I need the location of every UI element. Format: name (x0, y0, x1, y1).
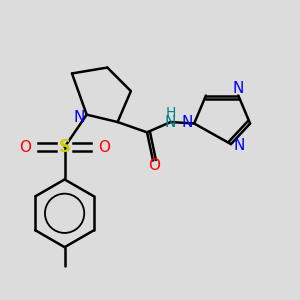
Text: N: N (74, 110, 85, 125)
Text: N: N (233, 138, 245, 153)
Text: O: O (148, 158, 160, 173)
Text: N: N (165, 115, 176, 130)
Text: O: O (98, 140, 110, 154)
Text: H: H (165, 106, 176, 120)
Text: O: O (20, 140, 32, 154)
Text: N: N (181, 115, 193, 130)
Text: S: S (58, 138, 70, 156)
Text: N: N (232, 81, 244, 96)
